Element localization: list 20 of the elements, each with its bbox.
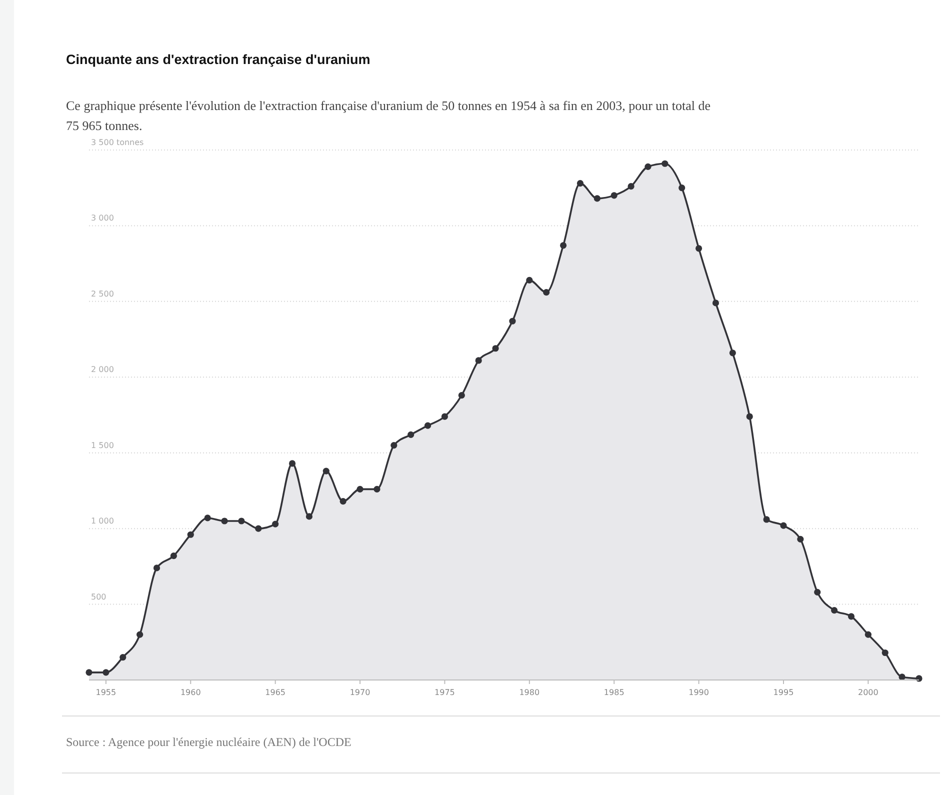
x-tick-label: 2000 xyxy=(858,688,878,697)
x-tick-label: 1955 xyxy=(96,688,116,697)
x-tick-label: 1965 xyxy=(265,688,286,697)
y-tick-label: 1 500 xyxy=(91,440,114,450)
source-note: Source : Agence pour l'énergie nucléaire (AEN) de l'OCDE xyxy=(66,735,352,749)
y-tick-label: 500 xyxy=(91,592,106,602)
x-tick-label: 1970 xyxy=(350,688,370,697)
x-tick-label: 1975 xyxy=(434,688,455,697)
chart-title: Cinquante ans d'extraction française d'uranium xyxy=(66,52,370,67)
x-tick-label: 1960 xyxy=(180,688,201,697)
y-tick-label: 3 500 tonnes xyxy=(91,138,144,147)
y-tick-label: 3 000 xyxy=(91,214,114,223)
y-tick-label: 2 000 xyxy=(91,365,114,374)
y-tick-label: 1 000 xyxy=(91,516,114,526)
x-tick-label: 1995 xyxy=(773,688,794,697)
y-tick-label: 2 500 xyxy=(91,289,114,298)
x-tick-label: 1985 xyxy=(604,688,624,697)
x-tick-label: 1990 xyxy=(688,688,709,697)
x-tick-label: 1980 xyxy=(519,688,540,697)
chart-subtitle: Ce graphique présente l'évolution de l'extraction française d'uranium de 50 tonnes en 1954 à sa fin en 2003, pour un total de 75 965 tonnes. xyxy=(66,98,711,133)
